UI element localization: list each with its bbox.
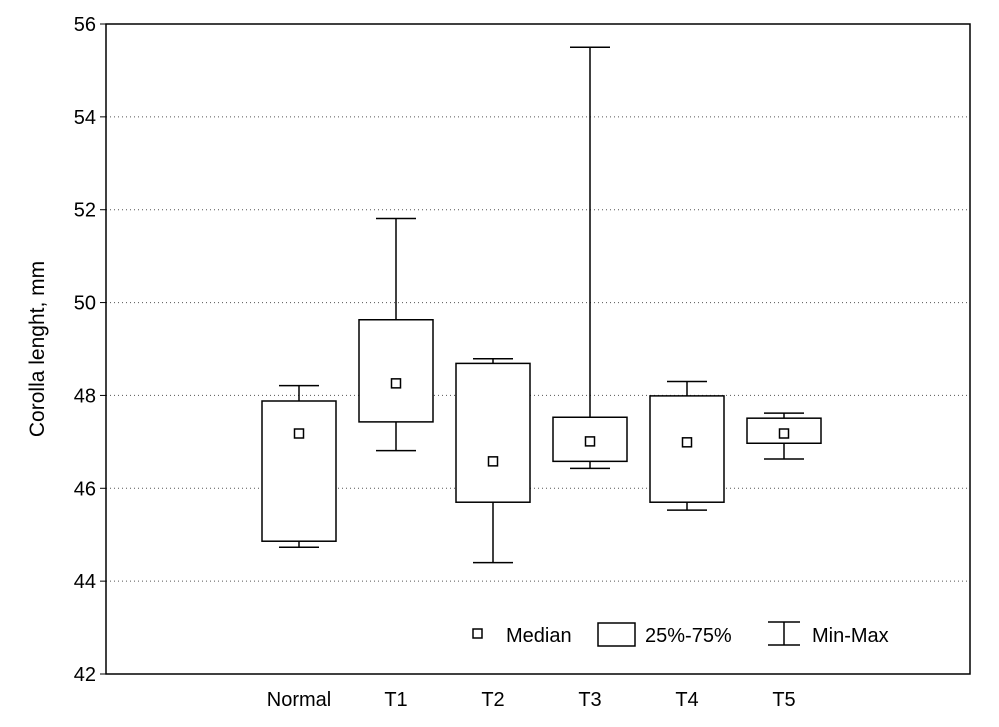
x-tick-label: T5 (772, 689, 795, 711)
gridlines (106, 116, 970, 582)
y-tick-label: 48 (74, 385, 96, 407)
median-marker (778, 428, 790, 439)
x-tick-label: T1 (384, 689, 407, 711)
box-t3 (552, 46, 628, 470)
x-tick-label: T2 (481, 689, 504, 711)
legend-whisker-marker (768, 621, 800, 646)
y-tick-label: 50 (74, 293, 96, 315)
y-tick-label: 52 (74, 200, 96, 222)
box-t2 (455, 358, 531, 564)
box-t4 (649, 380, 725, 511)
box-normal (261, 384, 337, 548)
median-marker (293, 428, 305, 439)
iqr-box (746, 417, 822, 444)
x-tick-label: T3 (578, 689, 601, 711)
iqr-box (649, 395, 725, 503)
median-marker (487, 456, 499, 467)
iqr-box (261, 400, 337, 542)
y-axis-label: Corolla lenght, mm (26, 261, 49, 437)
legend-median-marker (472, 628, 483, 639)
box-t5 (746, 412, 822, 460)
x-tick-label: Normal (267, 689, 331, 711)
y-tick-label: 54 (74, 107, 96, 129)
y-tick-label: 44 (74, 571, 96, 593)
plot-frame (105, 23, 971, 675)
legend-whisker-label: Min-Max (812, 625, 889, 647)
legend-box-label: 25%-75% (645, 625, 732, 647)
legend-box-marker (597, 622, 636, 647)
y-tick-label: 56 (74, 14, 96, 36)
legend: Median 25%-75% Min-Max (472, 621, 889, 647)
y-tick-label: 46 (74, 478, 96, 500)
median-marker (681, 437, 693, 448)
boxplot-series (261, 46, 822, 564)
iqr-box (455, 362, 531, 503)
y-tick-label: 42 (74, 664, 96, 686)
x-axis-ticks: Normal T1 T2 T3 T4 T5 (267, 689, 796, 711)
median-marker (584, 436, 596, 447)
legend-median-label: Median (506, 625, 572, 647)
iqr-box (358, 319, 434, 423)
y-axis-ticks: 42 44 46 48 50 52 54 56 (74, 14, 106, 686)
box-t1 (358, 217, 434, 452)
x-tick-label: T4 (675, 689, 698, 711)
median-marker (390, 378, 402, 389)
